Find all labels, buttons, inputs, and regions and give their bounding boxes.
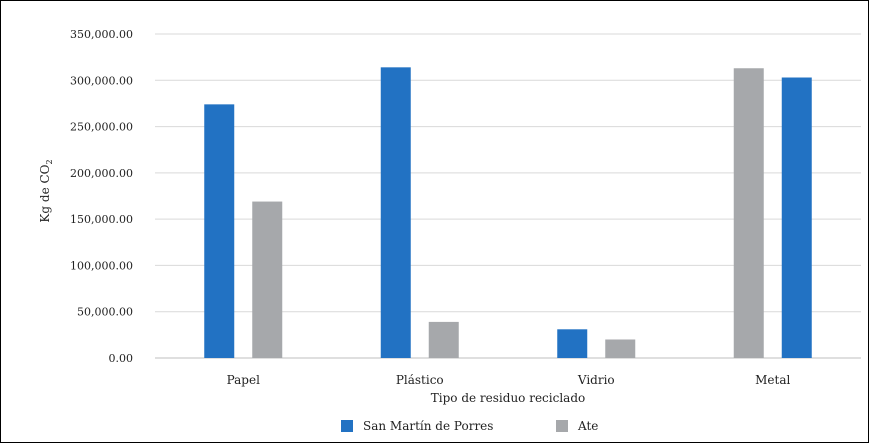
x-tick-label: Metal [755,373,790,387]
x-axis-title: Tipo de residuo reciclado [431,391,585,405]
y-tick-label: 150,000.00 [70,213,133,226]
bar [605,339,636,358]
x-tick-label: Papel [227,373,260,387]
bar [557,329,588,358]
y-axis-title-main: Kg de CO [38,164,52,222]
bar [781,77,812,358]
bar [733,68,764,358]
legend-label: Ate [577,419,598,433]
x-tick-labels: Papel Plástico Vidrio Metal [227,373,791,387]
bar [252,201,283,358]
legend: San Martín de Porres Ate [341,419,598,433]
legend-swatch [341,420,353,432]
bar [204,104,235,359]
x-tick-label: Plástico [396,373,444,387]
y-tick-label: 100,000.00 [70,259,133,272]
legend-label: San Martín de Porres [363,419,493,433]
bar [428,321,459,358]
y-tick-label: 0.00 [109,352,134,365]
bar [380,67,411,358]
y-tick-labels: 0.00 50,000.00 100,000.00 150,000.00 200,000… [70,28,133,365]
y-axis-title-subscript: 2 [45,159,54,164]
bars [204,67,812,359]
y-tick-label: 200,000.00 [70,167,133,180]
y-tick-label: 300,000.00 [70,74,133,87]
y-tick-label: 50,000.00 [77,306,133,319]
x-tick-label: Vidrio [577,373,615,387]
y-tick-label: 350,000.00 [70,28,133,41]
y-tick-label: 250,000.00 [70,121,133,134]
y-axis-title: Kg de CO2 [38,159,54,222]
legend-swatch [556,420,568,432]
